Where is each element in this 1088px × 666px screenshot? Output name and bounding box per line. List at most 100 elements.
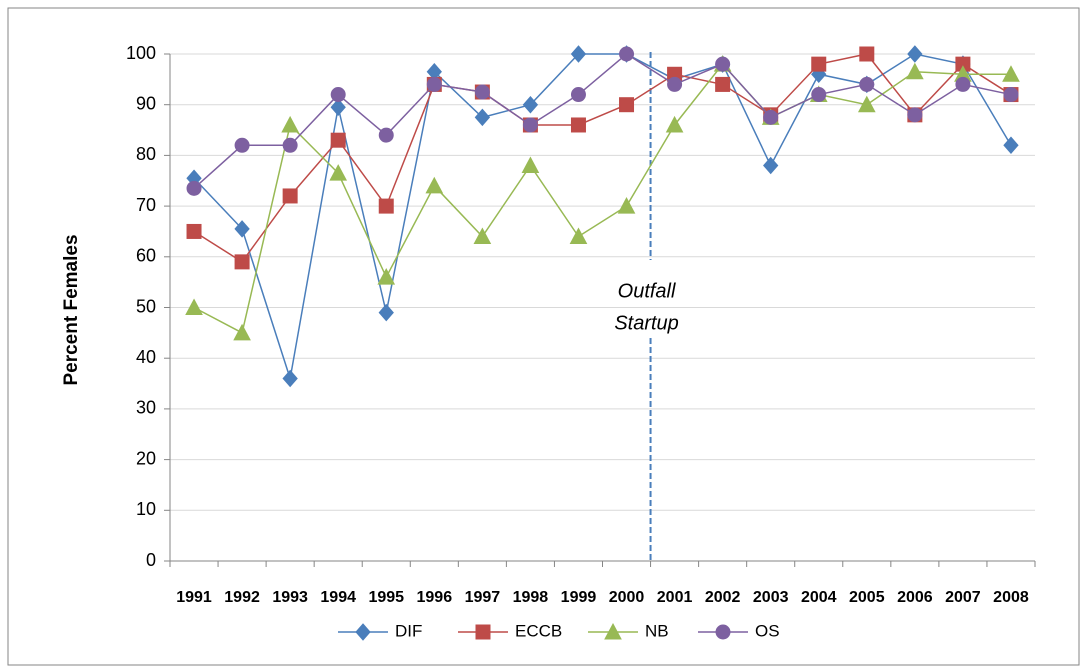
x-tick-label: 1998 [513, 589, 549, 606]
marker [857, 95, 876, 113]
x-tick-label: 1995 [368, 589, 404, 606]
marker [474, 84, 490, 100]
marker [811, 56, 827, 72]
legend-label: ECCB [515, 621, 562, 640]
marker [570, 87, 586, 103]
y-tick-label: 40 [136, 347, 156, 367]
y-axis-label: Percent Females [61, 234, 82, 385]
x-tick-label: 2004 [801, 589, 837, 606]
x-tick-label: 1999 [561, 589, 597, 606]
marker [282, 137, 298, 153]
marker [186, 223, 202, 239]
marker [715, 624, 731, 640]
x-tick-label: 1993 [272, 589, 308, 606]
series-line [193, 62, 1011, 334]
x-tick-label: 2000 [609, 589, 645, 606]
marker [619, 46, 635, 62]
marker [763, 156, 779, 175]
marker [378, 303, 394, 322]
marker [330, 132, 346, 148]
x-tick-label: 2003 [753, 589, 789, 606]
chart-frame [7, 7, 1080, 666]
marker [234, 254, 250, 270]
marker [570, 117, 586, 133]
x-tick-label: 1997 [465, 589, 501, 606]
marker [233, 323, 251, 341]
y-tick-label: 100 [126, 43, 156, 63]
series [186, 46, 1019, 270]
annotation: Startup [614, 312, 678, 334]
marker [282, 188, 298, 204]
series [186, 46, 1019, 196]
x-tick-label: 1994 [320, 589, 356, 606]
y-tick-label: 10 [136, 499, 156, 519]
marker [281, 115, 299, 133]
marker [763, 109, 779, 125]
marker [619, 97, 635, 113]
marker [859, 76, 875, 92]
marker [521, 156, 540, 174]
marker [522, 117, 538, 133]
x-tick-label: 2005 [849, 589, 885, 606]
marker [234, 137, 250, 153]
marker [329, 164, 348, 181]
marker [859, 46, 875, 62]
marker [569, 227, 588, 245]
legend-label: NB [645, 621, 669, 640]
marker [907, 45, 923, 63]
x-tick-label: 1992 [224, 589, 260, 606]
marker [955, 76, 971, 92]
marker [185, 298, 203, 315]
marker [330, 98, 346, 116]
marker [330, 87, 346, 103]
series-line [193, 53, 1012, 379]
marker [906, 62, 924, 80]
x-tick-label: 2002 [705, 589, 741, 606]
y-tick-label: 30 [136, 398, 156, 418]
marker [1002, 65, 1020, 82]
x-tick-label: 1996 [417, 589, 453, 606]
y-tick-label: 50 [136, 296, 156, 316]
x-tick-label: 2001 [657, 589, 693, 606]
marker [667, 76, 683, 92]
marker [234, 220, 250, 238]
y-tick-label: 20 [136, 448, 156, 468]
marker [425, 176, 444, 194]
y-tick-label: 80 [136, 144, 156, 164]
marker [715, 56, 731, 72]
marker [355, 623, 371, 641]
marker [665, 115, 684, 133]
marker [811, 87, 827, 103]
marker [522, 95, 539, 114]
x-tick-label: 1991 [176, 589, 212, 606]
x-tick-label: 2008 [993, 589, 1029, 606]
marker [378, 198, 394, 214]
marker [1003, 87, 1019, 103]
y-tick-label: 70 [136, 195, 156, 215]
y-tick-label: 0 [146, 550, 156, 570]
marker [378, 127, 394, 143]
legend-label: DIF [395, 621, 422, 640]
marker [377, 268, 396, 285]
y-tick-label: 90 [136, 93, 156, 113]
marker [907, 107, 923, 123]
marker [186, 180, 202, 196]
marker [617, 197, 636, 214]
y-tick-label: 60 [136, 246, 156, 266]
marker [475, 624, 491, 640]
series-line [193, 53, 1012, 263]
marker [426, 76, 442, 92]
marker [570, 45, 587, 63]
marker [1003, 136, 1019, 155]
annotation: Outfall [618, 280, 676, 302]
marker [473, 227, 492, 245]
marker [604, 622, 622, 640]
marker [282, 369, 298, 388]
marker [474, 108, 491, 127]
legend-label: OS [755, 621, 780, 640]
x-tick-label: 2006 [897, 589, 933, 606]
series-line [193, 53, 1012, 189]
marker [715, 76, 731, 92]
x-tick-label: 2007 [945, 589, 981, 606]
